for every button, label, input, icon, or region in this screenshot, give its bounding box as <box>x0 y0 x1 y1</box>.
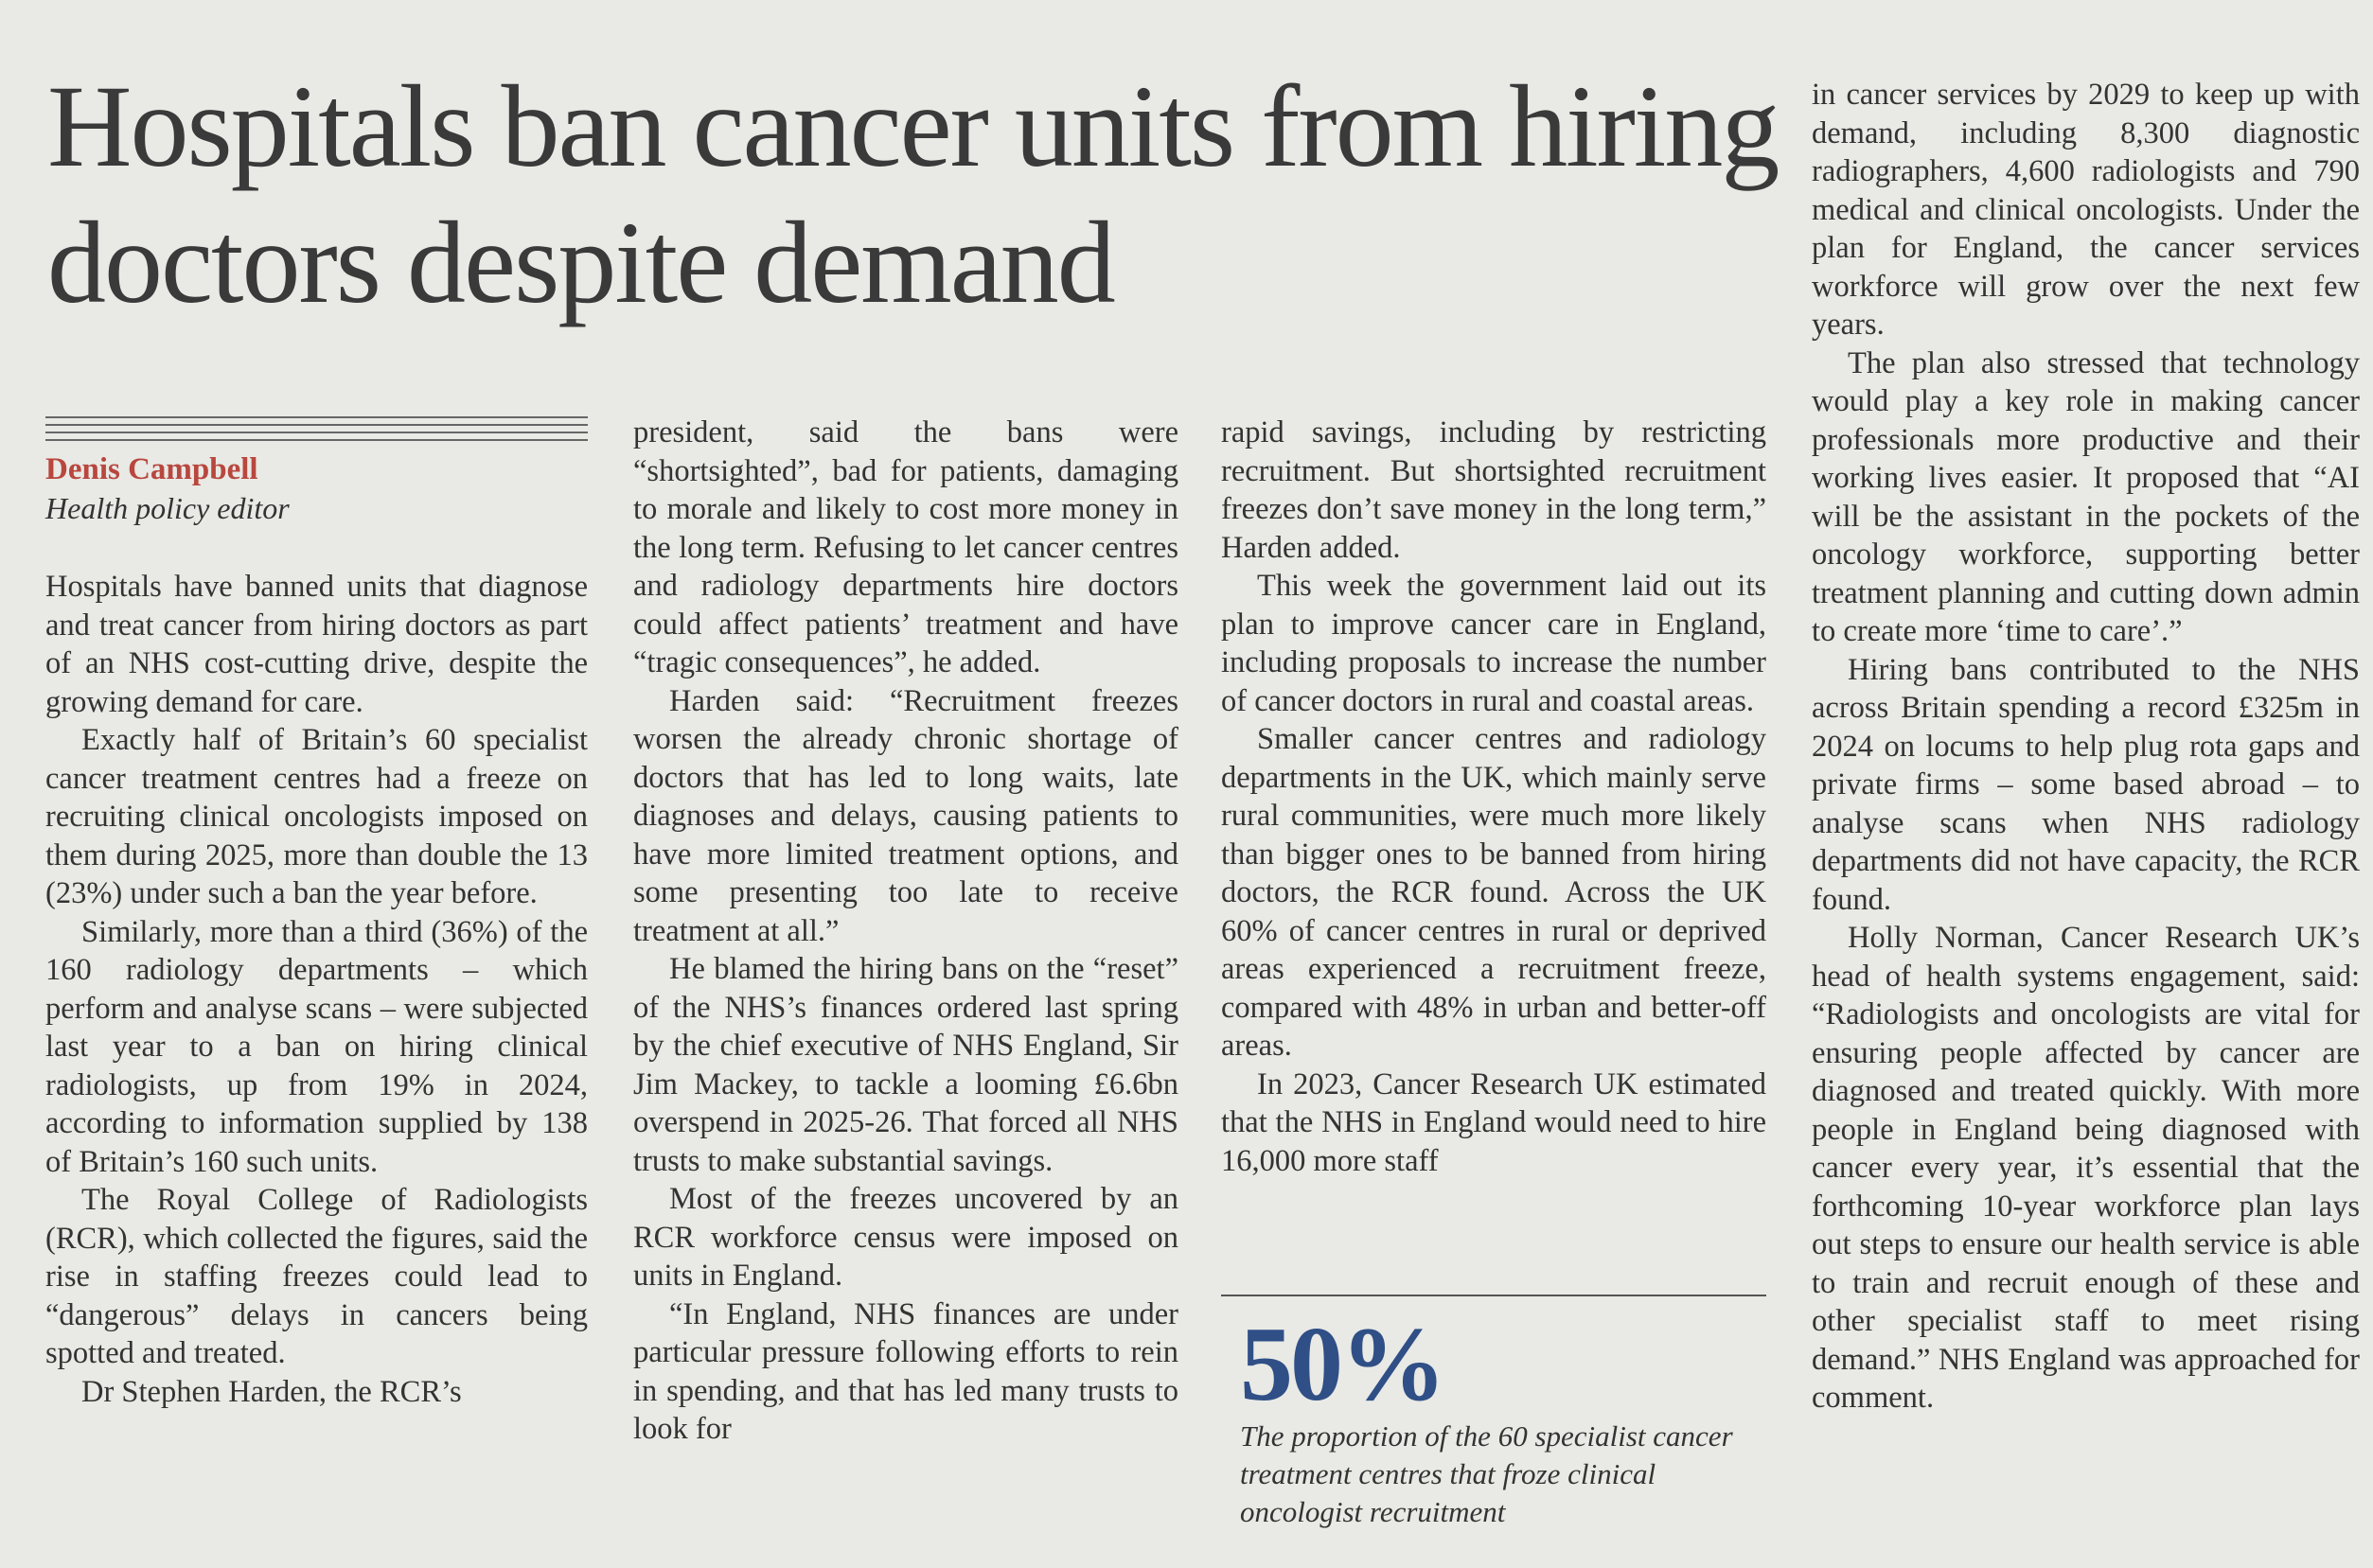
byline-role: Health policy editor <box>45 491 290 525</box>
paragraph: The plan also stressed that technology w… <box>1812 345 2360 649</box>
paragraph: Hospitals have banned units that diagnos… <box>45 570 588 719</box>
paragraph: “In England, NHS finances are under part… <box>633 1296 1178 1447</box>
paragraph: The Royal College of Radiologists (RCR),… <box>45 1183 588 1370</box>
paragraph: Exactly half of Britain’s 60 specialist … <box>45 723 588 910</box>
byline-name: Denis Campbell <box>45 452 258 486</box>
column: rapid savings, including by restricting … <box>1221 414 1766 1265</box>
paragraph: Hiring bans contributed to the NHS acros… <box>1812 652 2360 917</box>
pullquote-rule <box>1221 1295 1766 1296</box>
headline: Hospitals ban cancer units from hiring d… <box>47 62 1780 327</box>
pullquote-figure: 50% <box>1240 1306 1446 1423</box>
paragraph: Smaller cancer centres and radiology dep… <box>1221 722 1766 1063</box>
column: Hospitals have banned units that diagnos… <box>45 568 588 1542</box>
rule <box>45 424 588 426</box>
paragraph: Similarly, more than a third (36%) of th… <box>45 914 588 1179</box>
rule <box>45 416 588 418</box>
column: in cancer services by 2029 to keep up wi… <box>1812 76 2360 1542</box>
paragraph: Most of the freezes uncovered by an RCR … <box>633 1182 1178 1293</box>
pullquote-caption: The proportion of the 60 specialist canc… <box>1240 1419 1733 1528</box>
rule <box>45 432 588 433</box>
paragraph: Holly Norman, Cancer Research UK’s head … <box>1812 921 2360 1415</box>
paragraph: In 2023, Cancer Research UK estimated th… <box>1221 1066 1766 1178</box>
paragraph: Harden said: “Recruitment freezes worsen… <box>633 683 1178 948</box>
paragraph: in cancer services by 2029 to keep up wi… <box>1812 78 2360 342</box>
column: president, said the bans were “shortsigh… <box>633 414 1178 1540</box>
paragraph: Dr Stephen Harden, the RCR’s <box>81 1374 462 1409</box>
paragraph: He blamed the hiring bans on the “reset”… <box>633 952 1178 1178</box>
paragraph: rapid savings, including by restricting … <box>1221 415 1766 565</box>
paragraph: president, said the bans were “shortsigh… <box>633 415 1178 679</box>
paragraph: This week the government laid out its pl… <box>1221 569 1766 718</box>
rule <box>45 439 588 441</box>
